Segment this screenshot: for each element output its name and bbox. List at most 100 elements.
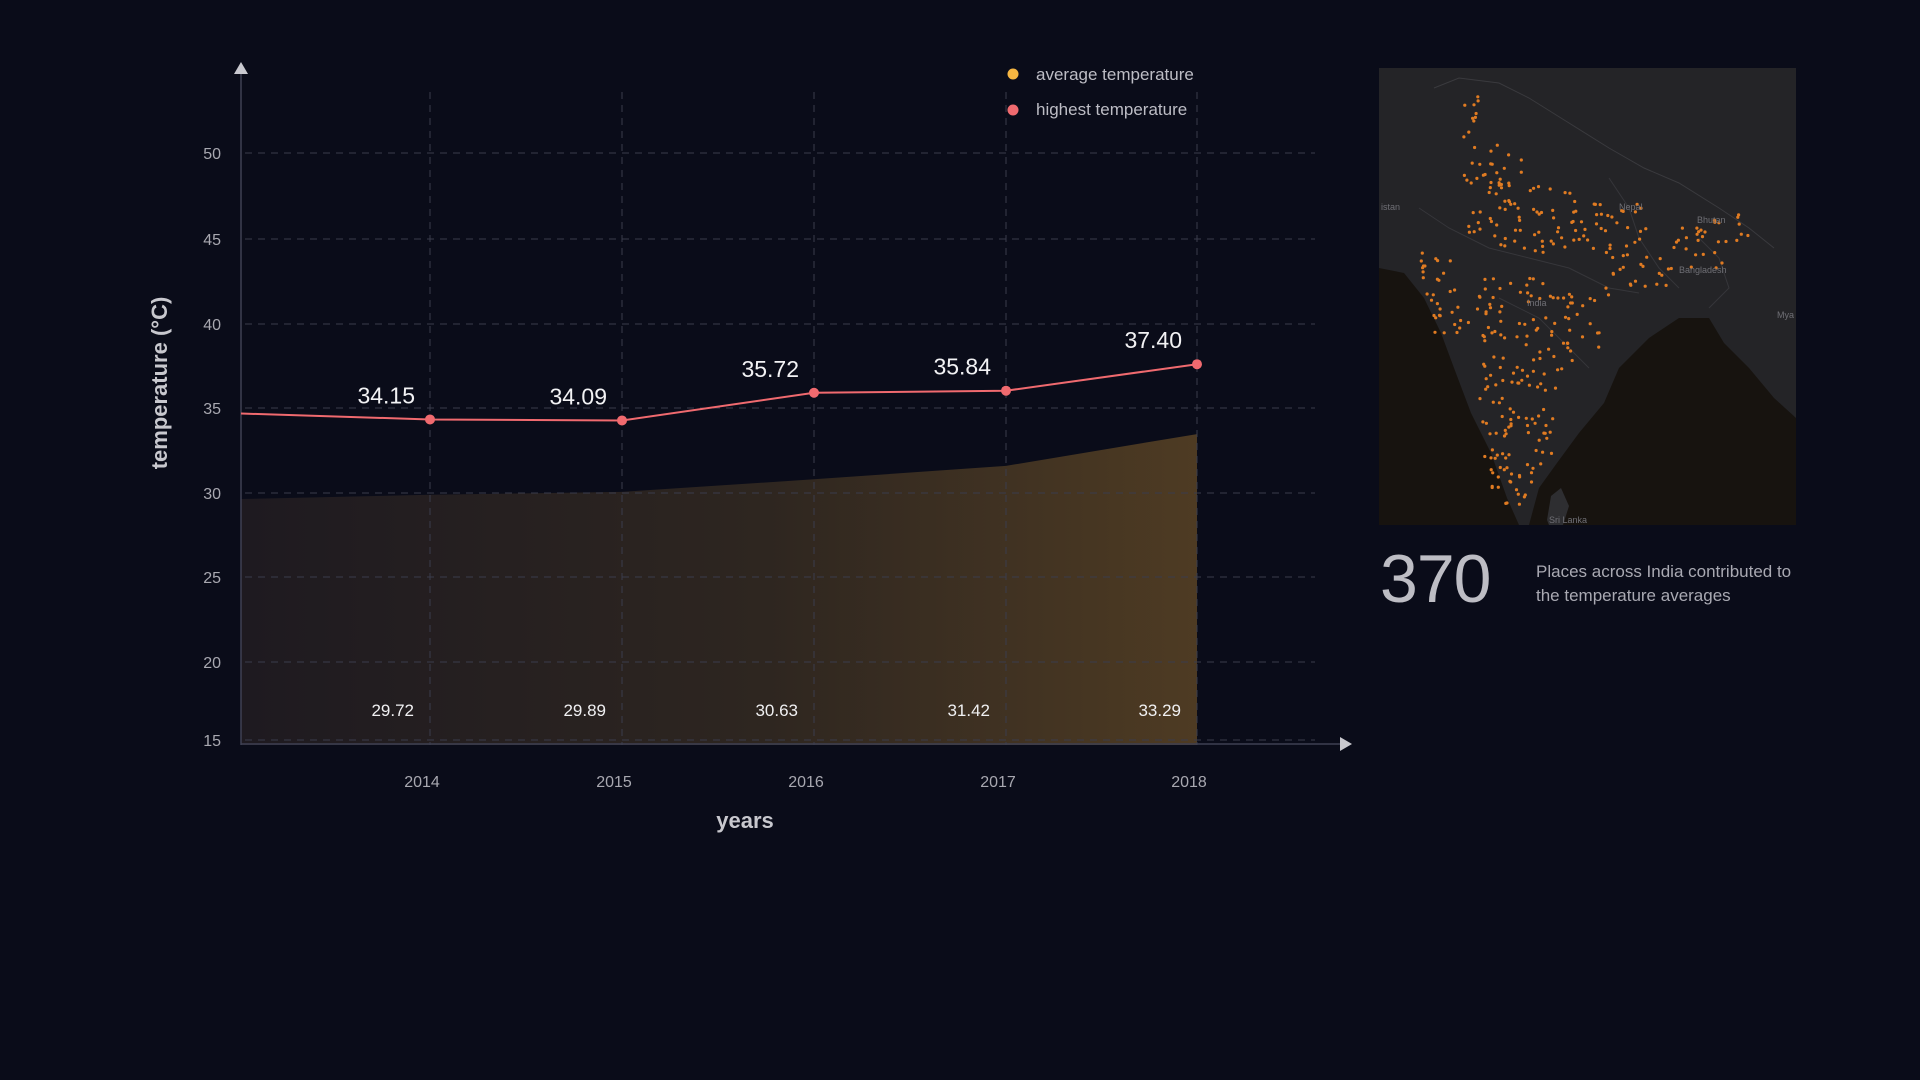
- place-dot: [1494, 383, 1498, 387]
- place-dot: [1522, 246, 1526, 250]
- place-dot: [1714, 266, 1718, 270]
- place-dot: [1536, 326, 1540, 330]
- place-dot: [1597, 345, 1601, 349]
- place-dot: [1518, 228, 1522, 232]
- place-dot: [1539, 462, 1543, 466]
- place-dot: [1502, 468, 1506, 472]
- place-dot: [1657, 271, 1661, 275]
- highest-temperature-point: [1192, 359, 1202, 370]
- place-dot: [1481, 420, 1485, 424]
- place-dot: [1483, 287, 1487, 291]
- place-dot: [1472, 103, 1476, 107]
- place-dot: [1474, 111, 1478, 116]
- place-dot: [1645, 255, 1649, 259]
- place-dot: [1499, 319, 1503, 323]
- place-dot: [1604, 286, 1608, 290]
- place-dot: [1628, 282, 1632, 286]
- place-dot: [1591, 246, 1595, 250]
- highest-value-label: 35.72: [741, 356, 799, 382]
- place-dot: [1509, 472, 1514, 476]
- place-dot: [1524, 343, 1528, 347]
- place-dot: [1570, 295, 1574, 299]
- place-dot: [1483, 277, 1487, 281]
- place-dot: [1503, 199, 1507, 203]
- place-dot: [1448, 259, 1452, 263]
- place-dot: [1599, 212, 1603, 216]
- place-dot: [1491, 277, 1495, 281]
- average-temperature-area: [241, 434, 1197, 745]
- place-dot: [1431, 293, 1435, 297]
- place-dot: [1525, 423, 1530, 428]
- highest-temperature-point: [617, 415, 627, 426]
- place-dot: [1489, 180, 1493, 185]
- place-dot: [1475, 176, 1479, 180]
- place-dot: [1515, 365, 1519, 369]
- place-dot: [1639, 206, 1643, 210]
- place-dot: [1520, 368, 1525, 372]
- place-dot: [1618, 267, 1622, 271]
- place-dot: [1643, 284, 1647, 288]
- place-dot: [1608, 246, 1612, 251]
- place-dot: [1517, 502, 1521, 506]
- place-dot: [1486, 325, 1490, 330]
- place-dot: [1502, 166, 1506, 170]
- place-dot: [1433, 330, 1437, 334]
- place-dot: [1531, 369, 1535, 373]
- place-dot: [1499, 243, 1503, 247]
- place-dot: [1666, 267, 1670, 271]
- place-dot: [1435, 277, 1439, 281]
- place-dot: [1527, 383, 1531, 387]
- place-dot: [1713, 251, 1717, 255]
- place-dot: [1536, 185, 1541, 189]
- place-dot: [1473, 115, 1477, 119]
- place-dot: [1736, 215, 1740, 219]
- place-dot: [1507, 453, 1511, 457]
- place-dot: [1655, 282, 1659, 286]
- place-dot: [1495, 453, 1499, 457]
- place-dot: [1488, 186, 1492, 190]
- place-dot: [1491, 471, 1495, 475]
- place-dot: [1501, 378, 1505, 383]
- place-dot: [1453, 322, 1457, 327]
- place-dot: [1537, 230, 1541, 234]
- place-dot: [1532, 358, 1536, 362]
- places-description: Places across India contributed to the t…: [1536, 562, 1792, 605]
- place-dot: [1538, 356, 1542, 361]
- place-dot: [1548, 294, 1552, 298]
- india-map[interactable]: istan Nepal Bhutan Bangladesh India Mya …: [1379, 68, 1796, 525]
- place-dot: [1737, 222, 1741, 226]
- place-dot: [1684, 236, 1688, 240]
- place-dot: [1515, 335, 1519, 339]
- place-dot: [1467, 130, 1471, 134]
- legend-highest-dot: [1007, 104, 1019, 116]
- place-dot: [1606, 213, 1610, 218]
- place-dot: [1462, 173, 1466, 177]
- y-tick-label: 15: [203, 733, 221, 750]
- place-dot: [1700, 235, 1705, 239]
- y-tick-label: 50: [203, 146, 221, 163]
- place-dot: [1494, 192, 1498, 196]
- place-dot: [1519, 158, 1523, 162]
- y-axis-arrow-icon: [234, 62, 248, 74]
- place-dot: [1611, 255, 1615, 260]
- place-dot: [1442, 271, 1446, 275]
- place-dot: [1541, 250, 1545, 254]
- place-dot: [1478, 397, 1482, 401]
- place-dot: [1501, 356, 1505, 360]
- place-dot: [1502, 434, 1507, 438]
- place-dot: [1498, 206, 1502, 210]
- place-dot: [1514, 488, 1519, 492]
- place-dot: [1496, 485, 1500, 489]
- place-dot: [1518, 218, 1522, 222]
- place-dot: [1528, 189, 1532, 193]
- place-dot: [1500, 304, 1504, 308]
- place-dot: [1476, 95, 1480, 99]
- place-dot: [1574, 209, 1578, 213]
- place-dot: [1604, 250, 1608, 255]
- place-dot: [1669, 266, 1673, 271]
- highest-temperature-point: [425, 414, 435, 425]
- average-value-label: 31.42: [947, 701, 990, 720]
- place-dot: [1593, 298, 1597, 303]
- place-dot: [1697, 230, 1701, 234]
- place-dot: [1581, 304, 1585, 308]
